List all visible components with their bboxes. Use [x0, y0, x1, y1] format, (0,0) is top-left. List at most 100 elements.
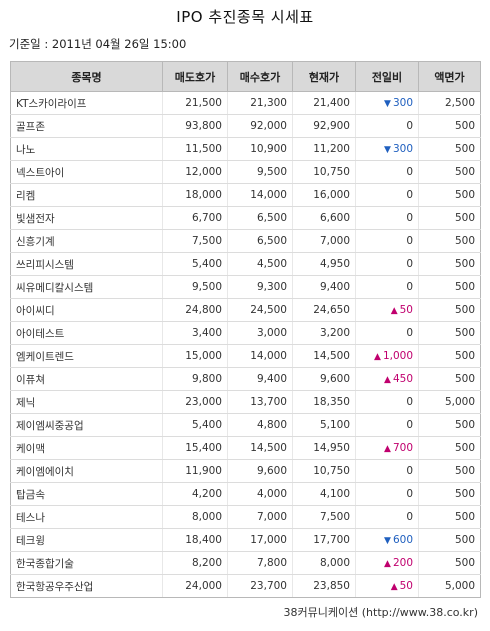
triangle-up-icon: ▲ — [384, 559, 391, 569]
change-value: 300 — [392, 97, 413, 109]
table-row: 한국종합기술 8,200 7,800 8,000 ▲ 200 500 — [10, 551, 481, 575]
change-value: 0 — [406, 235, 413, 247]
bid-price: 7,000 — [227, 505, 293, 529]
stock-name: 리켐 — [10, 183, 163, 207]
change-cell: ▲ 700 — [355, 436, 419, 460]
triangle-down-icon: ▼ — [384, 99, 391, 109]
change-cell: ▲ 1,000 — [355, 344, 419, 368]
triangle-down-icon: ▼ — [384, 536, 391, 546]
change-value: 0 — [406, 327, 413, 339]
ask-price: 18,000 — [162, 183, 228, 207]
stock-name: 쓰리피시스템 — [10, 252, 163, 276]
header-ask: 매도호가 — [162, 61, 228, 92]
bid-price: 3,000 — [227, 321, 293, 345]
ask-price: 5,400 — [162, 413, 228, 437]
par-value: 500 — [418, 436, 481, 460]
table-row: 쓰리피시스템 5,400 4,500 4,950 0 500 — [10, 252, 481, 276]
par-value: 500 — [418, 505, 481, 529]
table-row: 씨유메디칼시스템 9,500 9,300 9,400 0 500 — [10, 275, 481, 299]
current-price: 24,650 — [292, 298, 356, 322]
change-cell: 0 — [355, 114, 419, 138]
current-price: 14,500 — [292, 344, 356, 368]
stock-name: 테크윙 — [10, 528, 163, 552]
bid-price: 4,500 — [227, 252, 293, 276]
change-cell: 0 — [355, 505, 419, 529]
par-value: 500 — [418, 482, 481, 506]
stock-name: 아이테스트 — [10, 321, 163, 345]
current-price: 21,400 — [292, 91, 356, 115]
table-row: 넥스트아이 12,000 9,500 10,750 0 500 — [10, 160, 481, 184]
triangle-up-icon: ▲ — [384, 375, 391, 385]
current-price: 8,000 — [292, 551, 356, 575]
table-body: KT스카이라이프 21,500 21,300 21,400 ▼ 300 2,500 골프존 93… — [10, 91, 481, 598]
source-credit: 38커뮤니케이션 (http://www.38.co.kr) — [283, 606, 478, 619]
change-cell: ▼ 600 — [355, 528, 419, 552]
current-price: 16,000 — [292, 183, 356, 207]
bid-price: 24,500 — [227, 298, 293, 322]
change-cell: ▼ 300 — [355, 137, 419, 161]
bid-price: 14,000 — [227, 183, 293, 207]
par-value: 500 — [418, 528, 481, 552]
stock-name: 골프존 — [10, 114, 163, 138]
bid-price: 14,000 — [227, 344, 293, 368]
bid-price: 23,700 — [227, 574, 293, 598]
current-price: 5,100 — [292, 413, 356, 437]
par-value: 2,500 — [418, 91, 481, 115]
change-cell: ▲ 200 — [355, 551, 419, 575]
change-value: 200 — [392, 557, 413, 569]
ask-price: 24,800 — [162, 298, 228, 322]
table-row: 케이엠에이치 11,900 9,600 10,750 0 500 — [10, 459, 481, 483]
change-value: 0 — [406, 120, 413, 132]
table-header-row: 종목명 매도호가 매수호가 현재가 전일비 액면가 — [10, 61, 481, 92]
ask-price: 93,800 — [162, 114, 228, 138]
ask-price: 21,500 — [162, 91, 228, 115]
base-date: 기준일 : 2011년 04월 26일 15:00 — [9, 37, 187, 51]
stock-name: 넥스트아이 — [10, 160, 163, 184]
bid-price: 7,800 — [227, 551, 293, 575]
change-value: 50 — [399, 304, 413, 316]
ask-price: 9,500 — [162, 275, 228, 299]
header-change: 전일비 — [355, 61, 419, 92]
change-value: 1,000 — [382, 350, 413, 362]
table-row: 케이맥 15,400 14,500 14,950 ▲ 700 500 — [10, 436, 481, 460]
stock-name: 탑금속 — [10, 482, 163, 506]
current-price: 92,900 — [292, 114, 356, 138]
change-cell: 0 — [355, 183, 419, 207]
stock-name: 제닉 — [10, 390, 163, 414]
stock-name: 테스나 — [10, 505, 163, 529]
par-value: 500 — [418, 551, 481, 575]
change-value: 0 — [406, 396, 413, 408]
header-par: 액면가 — [418, 61, 481, 92]
bid-price: 13,700 — [227, 390, 293, 414]
ask-price: 7,500 — [162, 229, 228, 253]
table-row: 제닉 23,000 13,700 18,350 0 5,000 — [10, 390, 481, 414]
quote-table: 종목명 매도호가 매수호가 현재가 전일비 액면가 KT스카이라이프 21,500… — [10, 61, 481, 598]
table-row: 아이씨디 24,800 24,500 24,650 ▲ 50 500 — [10, 298, 481, 322]
change-value: 600 — [392, 534, 413, 546]
current-price: 17,700 — [292, 528, 356, 552]
ask-price: 9,800 — [162, 367, 228, 391]
change-cell: ▲ 450 — [355, 367, 419, 391]
page-title: IPO 추진종목 시세표 — [176, 8, 314, 26]
ask-price: 3,400 — [162, 321, 228, 345]
change-cell: 0 — [355, 206, 419, 230]
header-bid: 매수호가 — [227, 61, 293, 92]
change-value: 0 — [406, 281, 413, 293]
triangle-up-icon: ▲ — [374, 352, 381, 362]
table-row: 탑금속 4,200 4,000 4,100 0 500 — [10, 482, 481, 506]
bid-price: 4,000 — [227, 482, 293, 506]
header-price: 현재가 — [292, 61, 356, 92]
header-name: 종목명 — [10, 61, 163, 92]
current-price: 23,850 — [292, 574, 356, 598]
stock-name: 케이엠에이치 — [10, 459, 163, 483]
current-price: 11,200 — [292, 137, 356, 161]
change-value: 0 — [406, 419, 413, 431]
triangle-up-icon: ▲ — [390, 306, 398, 316]
bid-price: 14,500 — [227, 436, 293, 460]
stock-name: 케이맥 — [10, 436, 163, 460]
table-row: 한국항공우주산업 24,000 23,700 23,850 ▲ 50 5,000 — [10, 574, 481, 598]
stock-name: 나노 — [10, 137, 163, 161]
par-value: 500 — [418, 413, 481, 437]
table-row: 테크윙 18,400 17,000 17,700 ▼ 600 500 — [10, 528, 481, 552]
change-value: 0 — [406, 511, 413, 523]
